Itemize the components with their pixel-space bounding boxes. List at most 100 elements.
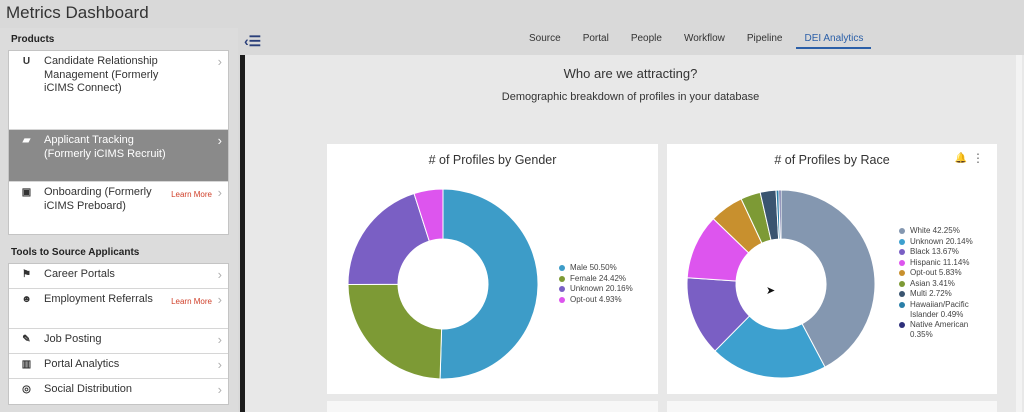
magnet-icon: U bbox=[22, 56, 31, 67]
gender-legend: Male 50.50% Female 24.42% Unknown 20.16% Op… bbox=[559, 263, 650, 305]
legend-item[interactable]: Male 50.50% bbox=[559, 263, 650, 273]
chevron-right-icon: › bbox=[217, 357, 222, 372]
chart-icon: ▥ bbox=[21, 359, 32, 370]
legend-swatch bbox=[899, 249, 905, 255]
page-title: Who are we attracting? bbox=[563, 66, 698, 81]
tab-people[interactable]: People bbox=[630, 33, 662, 44]
legend-swatch bbox=[899, 259, 905, 266]
race-donut-chart bbox=[686, 189, 876, 379]
tools-header: Tools to Source Applicants bbox=[11, 247, 140, 258]
legend-item[interactable]: Opt-out 4.93% bbox=[559, 295, 650, 305]
donut-slice[interactable] bbox=[778, 189, 782, 240]
sidebar-item-applicant-tracking[interactable]: ▰ Applicant Tracking (Formerly iCIMS Rec… bbox=[9, 130, 228, 182]
sidebar-item-label: Candidate Relationship Management (Forme… bbox=[44, 55, 159, 94]
sidebar-item-portal-analytics[interactable]: ▥ Portal Analytics › bbox=[9, 354, 228, 379]
legend-swatch bbox=[899, 270, 905, 276]
bell-icon[interactable]: 🔔 bbox=[954, 153, 967, 164]
donut-slice[interactable] bbox=[780, 189, 876, 368]
broadcast-icon: ◎ bbox=[22, 384, 31, 395]
tools-menu: ⚑ Career Portals › ☻ Employment Referral… bbox=[8, 263, 229, 405]
sidebar-item-job-posting[interactable]: ✎ Job Posting › bbox=[9, 329, 228, 354]
page-subtitle: Demographic breakdown of profiles in you… bbox=[501, 91, 760, 103]
chevron-right-icon: › bbox=[217, 382, 222, 397]
chevron-right-icon: › bbox=[217, 292, 222, 307]
sidebar-item-label: Career Portals bbox=[44, 268, 115, 280]
donut-slice[interactable] bbox=[439, 188, 539, 380]
sidebar-item-social-distribution[interactable]: ◎ Social Distribution › bbox=[9, 379, 228, 404]
legend-swatch bbox=[899, 322, 905, 328]
app-title: Metrics Dashboard bbox=[6, 3, 149, 22]
sidebar-item-crm[interactable]: U Candidate Relationship Management (For… bbox=[9, 51, 228, 130]
sidebar-divider bbox=[240, 55, 245, 412]
tab-source[interactable]: Source bbox=[529, 33, 561, 44]
legend-item[interactable]: Asian 3.41% bbox=[899, 279, 990, 289]
legend-swatch bbox=[899, 301, 905, 308]
next-card-edge bbox=[327, 401, 658, 412]
products-menu: U Candidate Relationship Management (For… bbox=[8, 50, 229, 235]
donut-slice[interactable] bbox=[347, 283, 443, 380]
legend-label: Hawaiian/Pacific Islander 0.49% bbox=[910, 299, 969, 319]
pin-icon: ✎ bbox=[22, 334, 31, 345]
chevron-right-icon: › bbox=[217, 332, 222, 347]
scrollbar[interactable] bbox=[1016, 55, 1022, 412]
legend-swatch bbox=[559, 296, 565, 303]
more-options-icon[interactable]: ⋮ bbox=[972, 151, 984, 165]
legend-label: Native American 0.35% bbox=[910, 320, 969, 339]
flag-icon: ⚑ bbox=[22, 269, 31, 280]
legend-item[interactable]: Female 24.42% bbox=[559, 274, 650, 284]
learn-more-link[interactable]: Learn More bbox=[171, 190, 212, 199]
chart-title: # of Profiles by Race bbox=[774, 153, 890, 167]
sidebar-item-label: Social Distribution bbox=[44, 383, 133, 395]
legend-item[interactable]: Hawaiian/Pacific Islander 0.49% bbox=[899, 300, 990, 320]
donut-slice[interactable] bbox=[347, 192, 430, 286]
chevron-right-icon: › bbox=[217, 54, 222, 69]
sidebar-item-employment-referrals[interactable]: ☻ Employment Referrals Learn More › bbox=[9, 289, 228, 329]
sidebar-item-label: Onboarding (Formerly iCIMS Preboard) bbox=[44, 186, 152, 212]
donut-slice[interactable] bbox=[413, 188, 444, 242]
chevron-right-icon: › bbox=[217, 133, 222, 148]
id-card-icon: ▣ bbox=[21, 187, 32, 198]
next-card-edge bbox=[667, 401, 997, 412]
sidebar: Products U Candidate Relationship Manage… bbox=[0, 28, 238, 412]
sidebar-item-label: Portal Analytics bbox=[44, 358, 120, 370]
legend-swatch bbox=[559, 265, 565, 271]
tab-pipeline[interactable]: Pipeline bbox=[746, 33, 783, 44]
legend-label: Unknown 20.16% bbox=[570, 284, 633, 293]
legend-item[interactable]: Black 13.67% bbox=[899, 247, 990, 257]
legend-swatch bbox=[899, 291, 905, 297]
legend-label: Opt-out 5.83% bbox=[910, 268, 962, 277]
top-nav: ‹☰ Source Portal People Workflow Pipelin… bbox=[238, 28, 1024, 55]
legend-item[interactable]: Opt-out 5.83% bbox=[899, 268, 990, 278]
legend-swatch bbox=[899, 228, 905, 234]
learn-more-link[interactable]: Learn More bbox=[171, 297, 212, 306]
gender-chart-card: # of Profiles by Gender Male 50.50% Femal… bbox=[327, 144, 658, 394]
sidebar-item-onboarding[interactable]: ▣ Onboarding (Formerly iCIMS Preboard) L… bbox=[9, 182, 228, 234]
legend-label: Opt-out 4.93% bbox=[570, 294, 622, 304]
legend-item[interactable]: Unknown 20.16% bbox=[559, 284, 650, 294]
legend-item[interactable]: Unknown 20.14% bbox=[899, 237, 990, 247]
products-header: Products bbox=[11, 34, 55, 45]
legend-item[interactable]: Native American 0.35% bbox=[899, 320, 990, 340]
legend-label: Asian 3.41% bbox=[910, 278, 955, 288]
chevron-right-icon: › bbox=[217, 267, 222, 282]
sidebar-item-label: Employment Referrals bbox=[44, 293, 153, 305]
tab-bar: Source Portal People Workflow Pipeline D… bbox=[529, 33, 893, 49]
legend-item[interactable]: Multi 2.72% bbox=[899, 289, 990, 299]
sidebar-item-label: Applicant Tracking (Formerly iCIMS Recru… bbox=[44, 134, 166, 160]
legend-item[interactable]: White 42.25% bbox=[899, 226, 990, 236]
collapse-sidebar-icon[interactable]: ‹☰ bbox=[244, 33, 262, 49]
legend-label: Unknown 20.14% bbox=[910, 236, 973, 246]
legend-swatch bbox=[559, 275, 565, 282]
legend-item[interactable]: Hispanic 11.14% bbox=[899, 258, 990, 268]
legend-label: White 42.25% bbox=[910, 226, 960, 235]
legend-swatch bbox=[899, 280, 905, 287]
tab-dei-analytics[interactable]: DEI Analytics bbox=[796, 33, 872, 49]
tab-workflow[interactable]: Workflow bbox=[683, 33, 725, 44]
legend-swatch bbox=[559, 286, 565, 292]
legend-swatch bbox=[899, 238, 905, 245]
briefcase-icon: ▰ bbox=[22, 135, 31, 146]
sidebar-item-career-portals[interactable]: ⚑ Career Portals › bbox=[9, 264, 228, 289]
race-legend: White 42.25% Unknown 20.14% Black 13.67% Hi… bbox=[899, 226, 990, 341]
tab-portal[interactable]: Portal bbox=[582, 33, 609, 44]
race-chart-card: # of Profiles by Race 🔔 ⋮ White 42.25% Un… bbox=[667, 144, 997, 394]
